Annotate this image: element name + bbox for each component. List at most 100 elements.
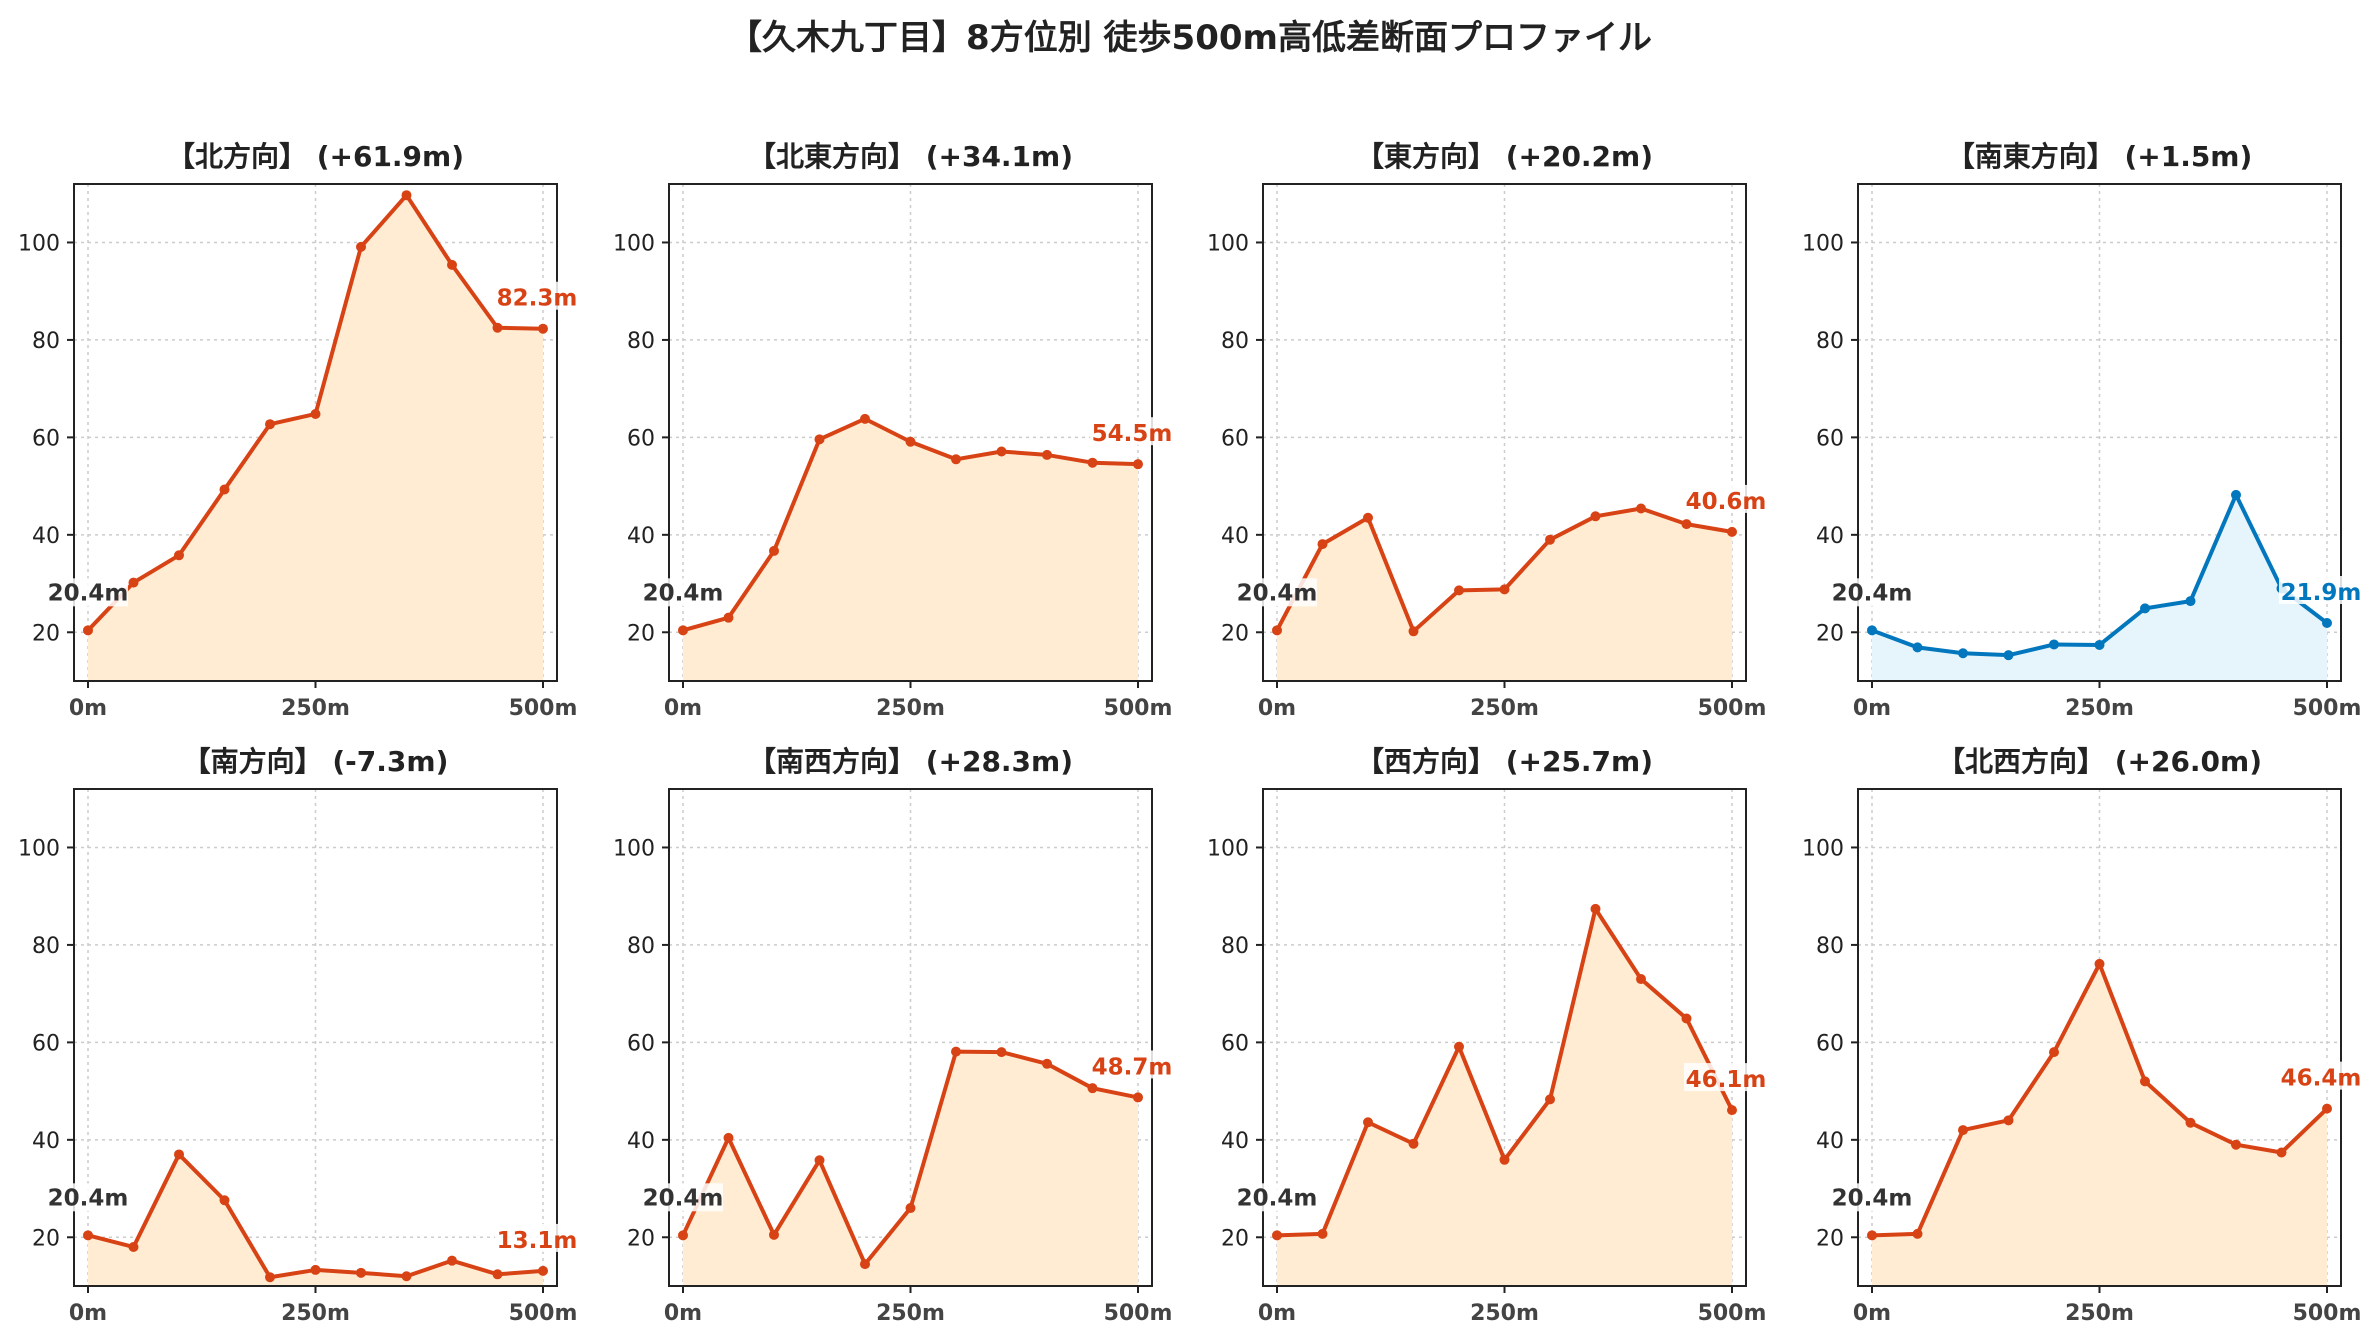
y-tick-label: 60: [1816, 1031, 1844, 1056]
y-tick-label: 20: [1221, 1226, 1249, 1251]
data-point: [538, 1265, 548, 1276]
data-point: [2140, 603, 2150, 614]
data-point: [265, 419, 275, 430]
data-point: [860, 1259, 870, 1270]
panel-3: 【南東方向】 (+1.5m) 20 40 60 80 100 0m 250m 500m 20.4m…: [1802, 140, 2361, 721]
data-point: [1454, 585, 1464, 596]
x-tick-label: 0m: [664, 696, 702, 721]
y-tick-label: 40: [627, 524, 655, 549]
panel-title: 【南西方向】 (+28.3m): [748, 745, 1073, 778]
data-point: [174, 550, 184, 561]
data-point: [1499, 584, 1510, 595]
data-point: [1133, 1092, 1143, 1103]
x-tick-label: 250m: [876, 696, 945, 721]
data-point: [310, 408, 321, 419]
panel-7: 【北西方向】 (+26.0m) 20 40 60 80 100 0m 250m 500m 20.4…: [1802, 745, 2361, 1326]
y-tick-label: 20: [1816, 621, 1844, 646]
x-tick-label: 250m: [1470, 1301, 1539, 1326]
y-tick-label: 100: [613, 231, 655, 256]
x-tick-label: 500m: [1698, 696, 1767, 721]
y-tick-label: 100: [1207, 836, 1249, 861]
data-point: [310, 1264, 321, 1275]
panel-title: 【東方向】 (+20.2m): [1356, 140, 1653, 173]
end-value-label: 40.6m: [1686, 489, 1767, 515]
data-point: [996, 1047, 1007, 1058]
end-value-label: 13.1m: [497, 1228, 578, 1254]
data-point: [1087, 1083, 1098, 1094]
data-point: [769, 545, 779, 556]
y-tick-label: 40: [32, 524, 60, 549]
end-value-label: 46.1m: [1686, 1067, 1767, 1093]
data-point: [219, 1195, 230, 1206]
start-value-label: 20.4m: [1832, 580, 1913, 606]
figure-title: 【久木九丁目】8方位別 徒歩500m高低差断面プロファイル: [728, 18, 1652, 58]
end-label-bg: [1684, 484, 1766, 513]
data-point: [1636, 503, 1646, 514]
end-value-label: 82.3m: [497, 286, 578, 312]
data-point: [1408, 1138, 1419, 1149]
y-tick-label: 100: [613, 836, 655, 861]
data-point: [1867, 625, 1877, 636]
start-value-label: 20.4m: [1237, 580, 1318, 606]
area-fill: [683, 418, 1138, 681]
y-tick-label: 20: [627, 621, 655, 646]
data-point: [2094, 958, 2105, 969]
data-point: [1454, 1041, 1464, 1052]
data-point: [447, 1255, 457, 1266]
y-tick-label: 100: [1207, 231, 1249, 256]
data-point: [1042, 1058, 1052, 1069]
y-tick-label: 100: [1802, 836, 1844, 861]
start-label-bg: [1237, 578, 1317, 607]
panel-6: 【西方向】 (+25.7m) 20 40 60 80 100 0m 250m 500m 20.4m…: [1207, 745, 1766, 1326]
data-point: [1636, 974, 1646, 985]
data-point: [2003, 650, 2014, 661]
panel-0: 【北方向】 (+61.9m) 20 40 60 80 100 0m 250m 500m 20.4m…: [18, 140, 577, 721]
panel-title: 【南方向】 (-7.3m): [183, 745, 449, 778]
y-tick-label: 60: [32, 1031, 60, 1056]
data-point: [1317, 1228, 1328, 1239]
data-point: [356, 1267, 366, 1278]
start-label-bg: [1832, 578, 1912, 607]
end-label-bg: [495, 1223, 577, 1252]
data-point: [996, 446, 1007, 457]
data-point: [1912, 1228, 1923, 1239]
y-tick-label: 60: [1816, 426, 1844, 451]
panel-2: 【東方向】 (+20.2m) 20 40 60 80 100 0m 250m 500m 20.4m…: [1207, 140, 1766, 721]
end-label-bg: [1090, 417, 1172, 446]
area-fill: [1277, 908, 1732, 1286]
panel-title: 【北東方向】 (+34.1m): [748, 140, 1073, 173]
x-tick-label: 250m: [2065, 696, 2134, 721]
end-label-bg: [2279, 1061, 2361, 1090]
data-point: [1133, 459, 1143, 470]
data-point: [83, 1230, 93, 1241]
area-fill: [1872, 963, 2327, 1286]
x-tick-label: 250m: [281, 696, 350, 721]
y-tick-label: 40: [1816, 524, 1844, 549]
data-point: [1272, 1230, 1282, 1241]
data-point: [1681, 1013, 1692, 1024]
area-fill: [1872, 494, 2327, 681]
y-tick-label: 40: [627, 1129, 655, 1154]
y-tick-label: 80: [627, 934, 655, 959]
y-tick-label: 80: [1221, 329, 1249, 354]
area-fill: [1277, 508, 1732, 681]
y-tick-label: 80: [1816, 934, 1844, 959]
y-tick-label: 40: [1221, 1129, 1249, 1154]
data-point: [2140, 1076, 2150, 1087]
data-point: [1042, 449, 1052, 460]
y-tick-label: 20: [1221, 621, 1249, 646]
start-label-bg: [48, 1183, 128, 1212]
data-point: [1272, 625, 1282, 636]
start-value-label: 20.4m: [643, 580, 724, 606]
end-value-label: 21.9m: [2281, 580, 2362, 606]
y-tick-label: 80: [32, 329, 60, 354]
data-point: [723, 1132, 734, 1143]
data-point: [1408, 626, 1419, 637]
y-tick-label: 60: [32, 426, 60, 451]
data-point: [1727, 1105, 1737, 1116]
data-point: [265, 1272, 275, 1283]
data-point: [1545, 1094, 1555, 1105]
data-point: [1317, 539, 1328, 550]
data-point: [1681, 519, 1692, 530]
start-label-bg: [643, 578, 723, 607]
